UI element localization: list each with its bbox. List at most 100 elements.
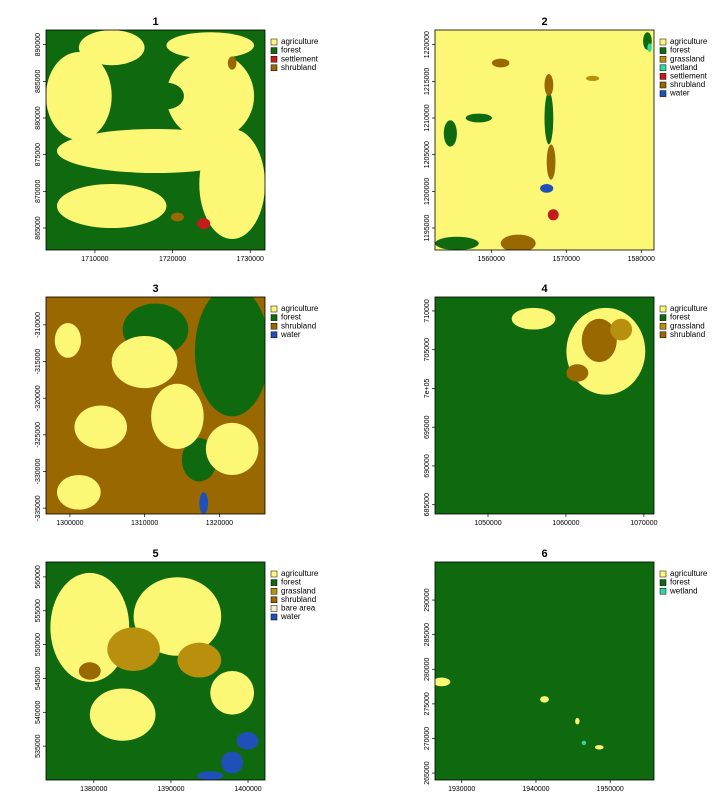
land-cover-patch <box>435 677 451 687</box>
legend-swatch <box>270 596 278 604</box>
legend-label: water <box>280 612 301 621</box>
map-panel: 6 1930000 1940000 1950000 265000 270000 275000… <box>424 548 708 793</box>
legend-label: agriculture <box>670 37 708 46</box>
legend-label: shrubland <box>281 63 316 72</box>
legend-swatch <box>659 47 667 54</box>
legend-swatch <box>659 55 667 63</box>
panel-title: 6 <box>541 548 547 560</box>
land-cover-patch <box>197 218 211 230</box>
x-tick-label: 1060000 <box>552 520 579 527</box>
legend-swatch <box>659 305 667 313</box>
land-cover-patch <box>594 745 604 750</box>
land-cover-patch <box>89 688 156 741</box>
map-panel: 1 1710000 1720000 1730000 865000 870000 875000… <box>35 16 319 263</box>
legend-label: grassland <box>670 54 705 63</box>
legend-label: shrubland <box>670 80 705 89</box>
x-tick-label: 1320000 <box>206 520 233 527</box>
legend-swatch <box>659 579 667 586</box>
y-tick-label: 280000 <box>424 657 431 680</box>
legend-label: shrubland <box>281 595 316 604</box>
land-cover-patch <box>107 627 160 671</box>
land-cover-patch <box>544 91 554 145</box>
map-frame <box>45 561 266 781</box>
legend-label: water <box>669 89 690 98</box>
legend-swatch <box>659 314 667 321</box>
legend-swatch <box>270 38 278 46</box>
legend-label: settlement <box>281 54 319 63</box>
y-tick-label: 550000 <box>35 633 42 656</box>
panel-title: 2 <box>541 16 547 28</box>
raster <box>435 562 654 780</box>
y-tick-label: 560000 <box>35 565 42 588</box>
land-cover-patch <box>197 771 224 780</box>
y-tick-label: 545000 <box>35 667 42 690</box>
y-tick-label: -330000 <box>35 459 42 485</box>
land-cover-patch <box>227 56 237 70</box>
land-cover-patch <box>54 323 82 358</box>
y-tick-label: 865000 <box>35 216 42 239</box>
legend-label: water <box>280 330 301 339</box>
land-cover-patch <box>194 297 265 417</box>
land-cover-patch <box>148 82 184 110</box>
y-tick-label: 710000 <box>424 299 431 322</box>
land-cover-patch <box>511 307 556 330</box>
land-cover-patch <box>164 173 191 195</box>
map-frame <box>45 296 266 515</box>
map-frame <box>434 29 655 251</box>
land-cover-patch <box>205 422 259 475</box>
legend-label: forest <box>670 46 691 55</box>
y-tick-label: 1195000 <box>424 215 431 242</box>
legend-label: forest <box>281 578 302 587</box>
legend-swatch <box>270 605 278 612</box>
y-tick-label: 1215000 <box>424 68 431 95</box>
x-tick-label: 1940000 <box>522 786 549 793</box>
legend-label: shrubland <box>281 321 316 330</box>
y-tick-label: 1210000 <box>424 104 431 131</box>
legend-swatch <box>270 331 278 339</box>
x-tick-label: 1380000 <box>80 786 107 793</box>
legend-label: wetland <box>669 63 698 72</box>
land-cover-patch <box>465 113 492 123</box>
x-tick-label: 1400000 <box>234 786 261 793</box>
x-tick-label: 1720000 <box>159 256 186 263</box>
panel-title: 1 <box>152 16 158 28</box>
legend-swatch <box>659 587 667 595</box>
land-cover-patch <box>435 236 479 250</box>
legend-label: settlement <box>670 72 708 81</box>
y-tick-label: -315000 <box>35 349 42 375</box>
y-tick-label: 290000 <box>424 588 431 611</box>
map-panel: 2 1560000 1570000 1580000 1195000 1200000 1205… <box>424 16 708 263</box>
raster <box>46 562 265 780</box>
land-cover-patch <box>199 129 265 239</box>
x-tick-label: 1950000 <box>597 786 624 793</box>
land-cover-patch <box>566 364 589 382</box>
land-cover-patch <box>547 209 559 221</box>
x-tick-label: 1570000 <box>553 256 580 263</box>
x-tick-label: 1390000 <box>157 786 184 793</box>
land-cover-patch <box>540 184 554 193</box>
legend-label: forest <box>281 46 302 55</box>
map-panel: 4 1050000 1060000 1070000 685000 690000 695000… <box>424 283 708 527</box>
legend-swatch <box>659 322 667 330</box>
land-cover-patch <box>210 671 255 715</box>
legend-swatch <box>270 47 278 54</box>
x-tick-label: 1070000 <box>630 520 657 527</box>
legend-label: agriculture <box>281 37 319 46</box>
y-tick-label: 265000 <box>424 761 431 784</box>
land-cover-patch <box>199 492 209 514</box>
y-tick-label: 7e+05 <box>424 379 431 399</box>
legend-swatch <box>270 570 278 578</box>
x-tick-label: 1930000 <box>448 786 475 793</box>
map-panel: 5 1380000 1390000 1400000 535000 540000 545000… <box>35 548 319 793</box>
legend-swatch <box>659 64 667 72</box>
map-panel: 3 1300000 1310000 1320000 -335000 -330000 -325… <box>35 283 319 527</box>
legend-swatch <box>270 64 278 72</box>
land-cover-patch <box>500 234 536 250</box>
land-cover-patch <box>56 184 167 228</box>
y-tick-label: 685000 <box>424 493 431 516</box>
panel-title: 5 <box>152 548 158 560</box>
legend-label: shrubland <box>670 330 705 339</box>
raster-background <box>435 30 654 250</box>
y-tick-label: -325000 <box>35 422 42 448</box>
